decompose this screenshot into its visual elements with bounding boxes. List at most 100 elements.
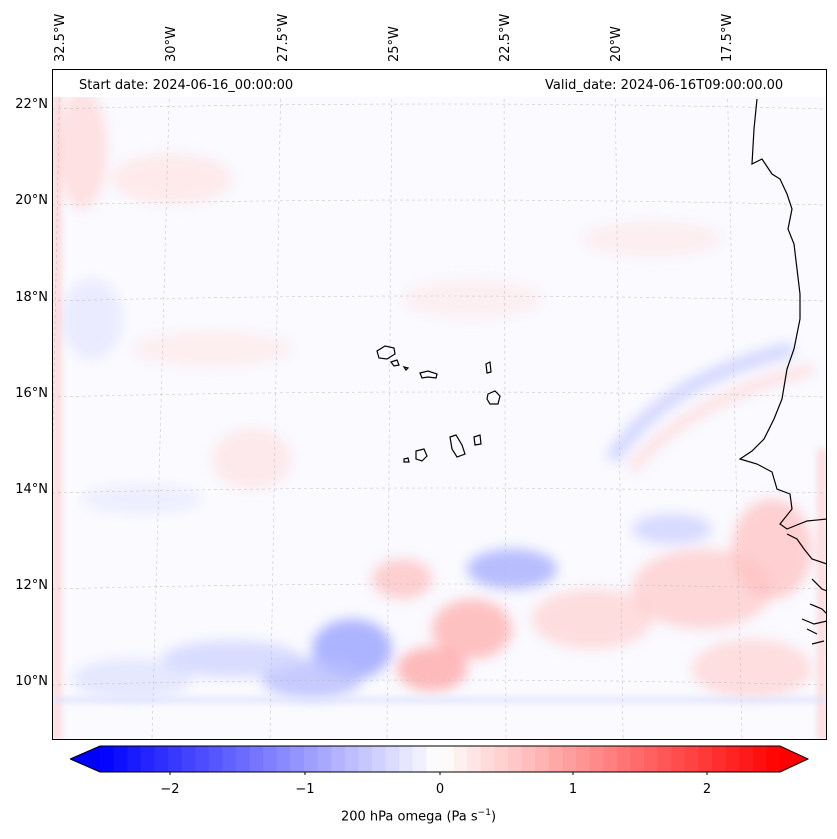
colorbar-cell (739, 746, 754, 772)
island-maio (473, 434, 482, 446)
field-edge (52, 697, 827, 703)
gridline-lon (503, 69, 507, 740)
gridline-lat (52, 391, 827, 398)
island-fogo (415, 448, 428, 462)
colorbar-cell (276, 746, 291, 772)
colorbar-cell (521, 746, 536, 772)
field-blob (432, 599, 512, 659)
colorbar-cell (154, 746, 169, 772)
lon-label-30w: 30°W (164, 26, 179, 62)
gridlines (52, 69, 827, 740)
colorbar-cell (372, 746, 387, 772)
colorbar-cell (317, 746, 332, 772)
colorbar-cell (766, 746, 781, 772)
colorbar-cell (168, 746, 183, 772)
field-blob (692, 639, 812, 699)
colorbar-title-end: ) (490, 809, 497, 825)
colorbar-cell (698, 746, 713, 772)
colorbar-cell (222, 746, 237, 772)
colorbar-title-sup: −1 (477, 808, 491, 818)
field-blob (132, 331, 292, 367)
colorbar-cell (725, 746, 740, 772)
colorbar-cell (426, 746, 441, 772)
field-blob (397, 647, 467, 691)
island-sao-vicente (390, 359, 400, 367)
colorbar-cell (127, 746, 142, 772)
field-blob (632, 514, 712, 544)
island-santo-antao (376, 345, 396, 360)
colorbar-tick-label: −1 (295, 782, 315, 797)
omega-field (57, 89, 814, 699)
field-blob (82, 485, 202, 513)
island-boa-vista (486, 390, 501, 405)
island-brava (403, 457, 410, 463)
field-blob (582, 221, 722, 257)
colorbar-cells (70, 746, 808, 772)
colorbar-cell (480, 746, 495, 772)
field-edge (817, 449, 827, 740)
lat-label-12n: 12°N (15, 578, 48, 593)
field-edge (52, 69, 62, 740)
colorbar-outline (70, 745, 810, 773)
map-frame (52, 69, 827, 740)
field-blob (212, 429, 292, 489)
colorbar-tick-label: −2 (160, 782, 180, 797)
colorbar-cell (535, 746, 550, 772)
lat-label-16n: 16°N (15, 386, 48, 401)
field-blob (72, 659, 192, 699)
colorbar-cell (467, 746, 482, 772)
colorbar-cell (358, 746, 373, 772)
island-santa-luzia (402, 366, 410, 371)
colorbar-cell (304, 746, 319, 772)
colorbar-cell (684, 746, 699, 772)
field-band (628, 364, 814, 473)
gridline-lon (386, 69, 393, 740)
colorbar-cell (562, 746, 577, 772)
islands (376, 345, 501, 463)
island-sal (485, 361, 492, 374)
field-blob (162, 641, 302, 677)
colorbar-cell (140, 746, 155, 772)
colorbar-title-text: 200 hPa omega (Pa s (340, 809, 478, 825)
colorbar-cell (671, 746, 686, 772)
lat-label-14n: 14°N (15, 482, 48, 497)
lon-label-27-5w: 27.5°W (276, 13, 291, 62)
colorbar-cell (412, 746, 427, 772)
gridline-lon (269, 69, 282, 740)
field-blob (732, 499, 812, 599)
colorbar-cell (712, 746, 727, 772)
gridline-lat (52, 679, 827, 686)
lat-label-20n: 20°N (15, 193, 48, 208)
gridline-lat (52, 199, 827, 206)
colorbar (70, 745, 810, 775)
field-blob (402, 279, 542, 319)
gridline-lat (52, 583, 827, 590)
colorbar-cell (263, 746, 278, 772)
lon-label-17-5w: 17.5°W (720, 13, 735, 62)
colorbar-cell (440, 746, 455, 772)
colorbar-cell (385, 746, 400, 772)
gridline-lat (52, 103, 827, 110)
field-blob (372, 559, 432, 599)
colorbar-cell (331, 746, 346, 772)
colorbar-cell (453, 746, 468, 772)
lon-label-20w: 20°W (609, 26, 624, 62)
lat-label-10n: 10°N (15, 674, 48, 689)
colorbar-cell (603, 746, 618, 772)
colorbar-cell (113, 746, 128, 772)
colorbar-tick-label: 2 (702, 782, 712, 797)
island-santiago (449, 434, 466, 458)
gridline-lon (614, 69, 624, 740)
colorbar-cell (249, 746, 264, 772)
field-blob (62, 279, 122, 359)
lat-label-18n: 18°N (15, 290, 48, 305)
colorbar-tick-label: 0 (435, 782, 445, 797)
colorbar-ticks (169, 772, 708, 775)
colorbar-extend-max (780, 746, 808, 772)
start-date-label: Start date: 2024-06-16_00:00:00 (79, 78, 294, 93)
field-blob (57, 89, 107, 209)
colorbar-cell (236, 746, 251, 772)
valid-date-label: Valid_date: 2024-06-16T09:00:00.00 (545, 78, 784, 93)
colorbar-cell (548, 746, 563, 772)
colorbar-cell (589, 746, 604, 772)
